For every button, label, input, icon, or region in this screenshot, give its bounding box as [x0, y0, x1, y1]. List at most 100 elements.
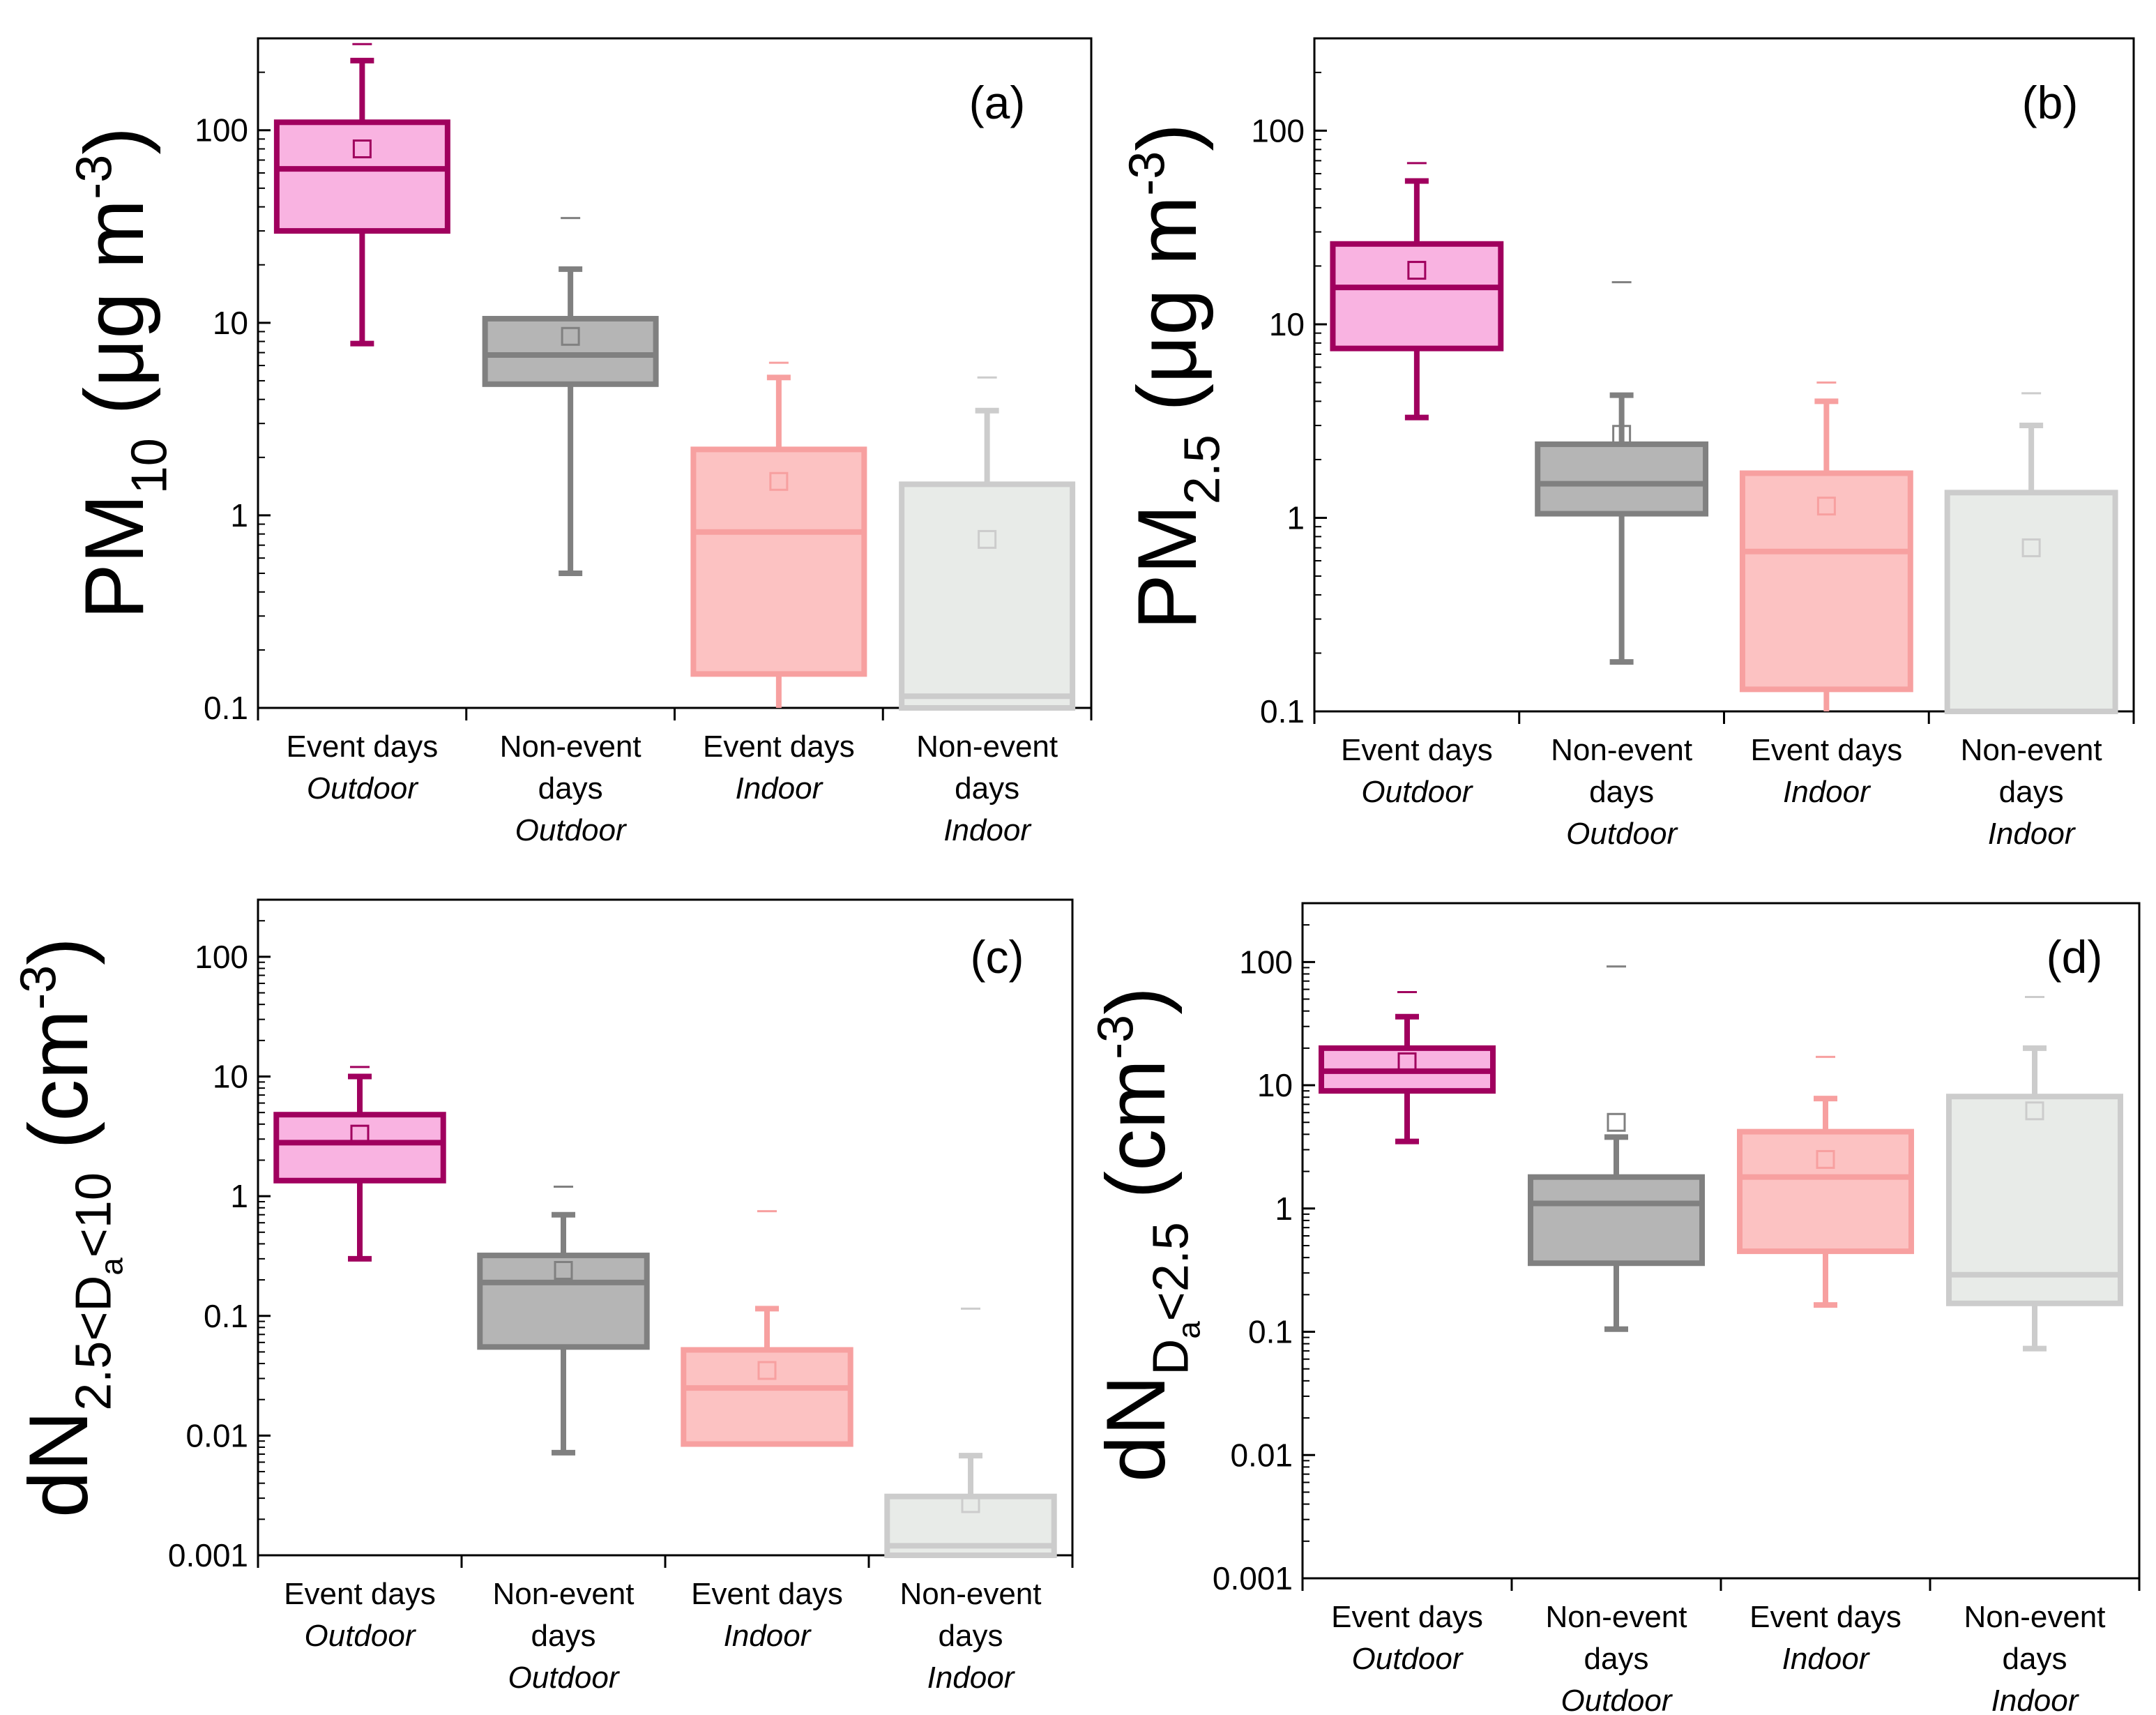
box-nonevent-indoor	[899, 376, 1076, 711]
box-event-indoor	[1739, 381, 1913, 711]
y-axis-title: PM10 (μg m-3)	[66, 127, 177, 620]
y-tick-label: 0.1	[204, 1298, 248, 1334]
iqr-box	[273, 1112, 446, 1184]
mean-marker	[1612, 425, 1632, 444]
x-category-label: Non-event	[1551, 733, 1692, 767]
mean-marker	[1407, 261, 1427, 280]
x-category-label: days	[538, 771, 603, 806]
x-category-label: Event days	[287, 730, 439, 764]
iqr-box	[482, 315, 659, 387]
y-axis-title: dNDa<2.5 (cm-3)	[1088, 987, 1206, 1482]
y-tick-label: 100	[1239, 944, 1293, 980]
x-category-label: Outdoor	[1566, 817, 1678, 851]
x-category-label: days	[955, 771, 1019, 806]
x-category-label: Indoor	[1991, 1684, 2080, 1715]
panel-label: (d)	[2047, 931, 2103, 983]
x-category-label: Non-event	[899, 1577, 1041, 1611]
box-event-indoor	[690, 361, 867, 708]
y-tick-label: 1	[230, 1178, 248, 1214]
mean-marker	[757, 1361, 777, 1380]
mean-marker	[2025, 1101, 2044, 1121]
iqr-box	[899, 481, 1076, 711]
box-nonevent-outdoor	[1528, 965, 1705, 1332]
iqr-box	[1944, 490, 2118, 714]
y-tick-label: 0.1	[1248, 1314, 1293, 1350]
x-category-label: Event days	[1331, 1600, 1483, 1634]
mean-marker	[1816, 497, 1836, 516]
x-category-label: days	[1584, 1642, 1649, 1676]
x-category-label: Indoor	[927, 1661, 1016, 1695]
iqr-box	[690, 446, 867, 677]
x-category-label: Non-event	[500, 730, 642, 764]
box-event-outdoor	[1330, 162, 1504, 421]
mean-marker	[554, 1261, 573, 1280]
y-tick-label: 10	[1257, 1067, 1293, 1103]
x-category-label: Indoor	[735, 771, 823, 806]
y-tick-label: 0.1	[1260, 693, 1305, 730]
iqr-box	[1739, 470, 1913, 693]
x-category-label: Non-event	[492, 1577, 634, 1611]
x-category-label: Non-event	[1545, 1600, 1687, 1634]
iqr-box	[1535, 441, 1709, 517]
x-category-label: Outdoor	[1361, 775, 1473, 809]
y-tick-label: 0.01	[1230, 1437, 1293, 1473]
mean-marker	[769, 471, 789, 491]
x-category-label: Non-event	[1961, 733, 2102, 767]
mean-marker	[1397, 1052, 1417, 1071]
y-tick-label: 100	[1251, 112, 1305, 149]
box-event-indoor	[1737, 1055, 1914, 1308]
iqr-box	[477, 1253, 650, 1350]
panel-d: 0.001 0.01 0.1 1 10 100 Event days Outdoor Non-e…	[1088, 902, 2141, 1715]
box-event-outdoor	[273, 1066, 446, 1262]
y-axis-title: PM2.5 (μg m-3)	[1119, 123, 1230, 630]
iqr-box	[1528, 1174, 1705, 1267]
x-category-label: Event days	[1749, 1600, 1901, 1634]
x-category-label: Indoor	[943, 813, 1032, 847]
panel-label: (a)	[969, 77, 1026, 128]
mean-marker	[352, 139, 372, 158]
box-nonevent-indoor	[884, 1307, 1057, 1559]
mean-marker	[350, 1124, 370, 1144]
x-category-label: Event days	[691, 1577, 843, 1611]
panel-c: 0.001 0.01 0.1 1 10 100 Event days Outdoor Non-e…	[10, 898, 1074, 1695]
mean-marker	[961, 1494, 980, 1513]
y-tick-label: 1	[230, 497, 248, 534]
box-event-outdoor	[273, 43, 450, 347]
x-category-label: days	[1589, 775, 1654, 809]
x-category-label: Non-event	[1964, 1600, 2105, 1634]
x-category-label: Event days	[1751, 733, 1903, 767]
x-category-label: days	[1999, 775, 2064, 809]
iqr-box	[681, 1347, 853, 1447]
box-nonevent-outdoor	[482, 217, 659, 577]
x-category-label: Indoor	[1783, 775, 1872, 809]
x-category-label: Outdoor	[1561, 1684, 1673, 1715]
panel-label: (c)	[971, 931, 1024, 983]
y-tick-label: 0.001	[168, 1537, 248, 1573]
plot-frame	[257, 898, 1074, 1557]
x-category-label: days	[939, 1619, 1003, 1653]
x-category-label: Non-event	[916, 730, 1058, 764]
iqr-box	[1737, 1128, 1914, 1255]
iqr-box	[1330, 241, 1504, 352]
mean-marker	[561, 326, 580, 346]
mean-marker	[1816, 1149, 1835, 1169]
panel-b: 0.1 1 10 100 Event days Outdoor Non-event days O…	[1119, 37, 2135, 851]
x-category-label: days	[531, 1619, 596, 1653]
x-category-label: Outdoor	[508, 1661, 621, 1695]
x-category-label: Outdoor	[515, 813, 628, 847]
x-category-label: Event days	[284, 1577, 436, 1611]
panel-label: (b)	[2022, 77, 2079, 128]
y-tick-label: 100	[195, 939, 248, 975]
y-tick-label: 1	[1286, 499, 1305, 536]
y-tick-label: 0.1	[204, 690, 248, 726]
y-axis-title: dN2.5<Da<10 (cm-3)	[10, 937, 129, 1518]
y-tick-label: 100	[195, 112, 248, 149]
y-tick-label: 10	[1269, 306, 1305, 342]
x-category-label: Outdoor	[307, 771, 419, 806]
box-nonevent-outdoor	[1535, 281, 1709, 665]
iqr-box	[1946, 1094, 2123, 1306]
x-category-label: Event days	[703, 730, 855, 764]
mean-marker	[2021, 538, 2041, 557]
y-tick-label: 10	[213, 305, 248, 341]
y-tick-label: 1	[1275, 1191, 1293, 1227]
